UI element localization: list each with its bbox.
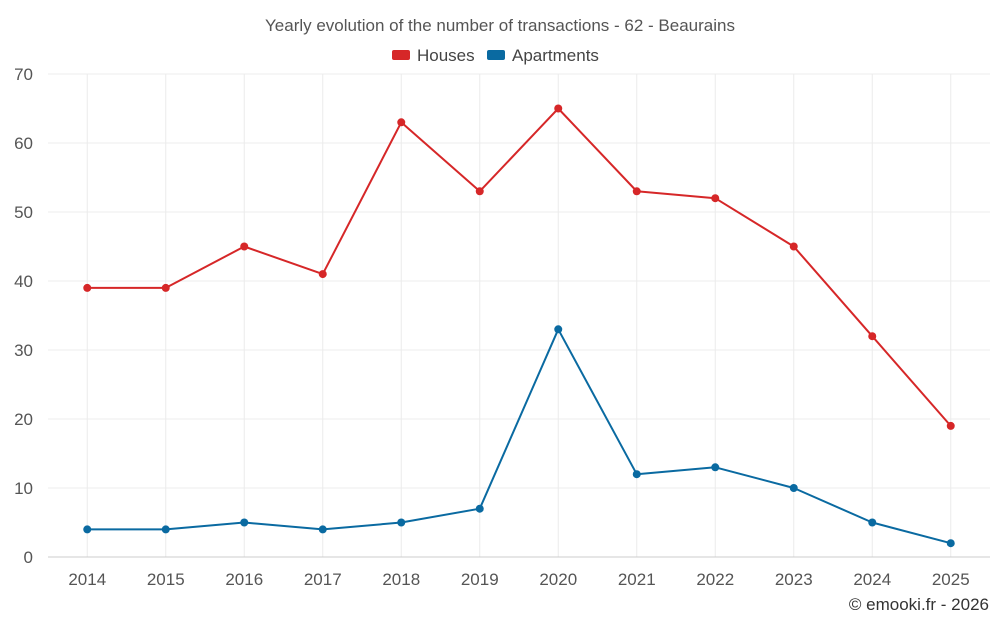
data-point[interactable] xyxy=(789,242,798,251)
y-tick-label: 70 xyxy=(14,65,33,84)
data-point[interactable] xyxy=(161,525,170,534)
data-point[interactable] xyxy=(554,325,563,334)
data-point[interactable] xyxy=(83,283,92,292)
chart-grid xyxy=(48,73,990,557)
data-point[interactable] xyxy=(632,470,641,479)
y-tick-label: 0 xyxy=(24,548,33,567)
chart-legend: Houses Apartments xyxy=(392,46,599,65)
chart-credit: © emooki.fr - 2026 xyxy=(849,595,989,614)
series-apartments xyxy=(83,325,955,548)
data-point[interactable] xyxy=(397,518,406,527)
y-tick-label: 10 xyxy=(14,479,33,498)
x-tick-label: 2020 xyxy=(539,570,577,589)
data-point[interactable] xyxy=(946,421,955,430)
data-point[interactable] xyxy=(318,525,327,534)
data-point[interactable] xyxy=(946,539,955,548)
chart-axes: 0 10 20 30 40 50 60 70 2014 2015 2016 2017 2018 2019 2… xyxy=(14,65,990,589)
series-line xyxy=(87,107,952,427)
series-houses xyxy=(83,104,955,430)
x-tick-label: 2024 xyxy=(853,570,891,589)
x-tick-label: 2019 xyxy=(461,570,499,589)
data-point[interactable] xyxy=(868,518,877,527)
legend-label: Apartments xyxy=(512,46,599,65)
x-tick-label: 2025 xyxy=(932,570,970,589)
x-tick-label: 2022 xyxy=(696,570,734,589)
data-point[interactable] xyxy=(632,187,641,196)
chart-title: Yearly evolution of the number of transa… xyxy=(265,16,735,35)
data-point[interactable] xyxy=(475,187,484,196)
y-tick-label: 40 xyxy=(14,272,33,291)
y-tick-label: 20 xyxy=(14,410,33,429)
data-point[interactable] xyxy=(868,332,877,341)
legend-swatch xyxy=(392,50,410,60)
data-point[interactable] xyxy=(240,518,249,527)
x-tick-label: 2017 xyxy=(304,570,342,589)
data-point[interactable] xyxy=(83,525,92,534)
x-tick-label: 2018 xyxy=(382,570,420,589)
x-tick-label: 2014 xyxy=(68,570,106,589)
data-point[interactable] xyxy=(240,242,249,251)
x-tick-label: 2015 xyxy=(147,570,185,589)
x-tick-label: 2023 xyxy=(775,570,813,589)
legend-item-houses[interactable]: Houses xyxy=(392,46,475,65)
legend-swatch xyxy=(487,50,505,60)
y-tick-label: 50 xyxy=(14,203,33,222)
data-point[interactable] xyxy=(318,270,327,279)
y-tick-label: 30 xyxy=(14,341,33,360)
legend-label: Houses xyxy=(417,46,475,65)
data-point[interactable] xyxy=(161,283,170,292)
data-point[interactable] xyxy=(475,504,484,513)
x-tick-label: 2016 xyxy=(225,570,263,589)
data-point[interactable] xyxy=(711,194,720,203)
data-point[interactable] xyxy=(789,484,798,492)
chart-series xyxy=(83,104,955,548)
chart-header: Yearly evolution of the number of transa… xyxy=(265,16,735,35)
y-tick-label: 60 xyxy=(14,134,33,153)
x-tick-label: 2021 xyxy=(618,570,656,589)
data-point[interactable] xyxy=(711,463,720,472)
series-line xyxy=(87,328,952,545)
data-point[interactable] xyxy=(554,104,563,113)
data-point[interactable] xyxy=(397,118,406,127)
legend-item-apartments[interactable]: Apartments xyxy=(487,46,599,65)
